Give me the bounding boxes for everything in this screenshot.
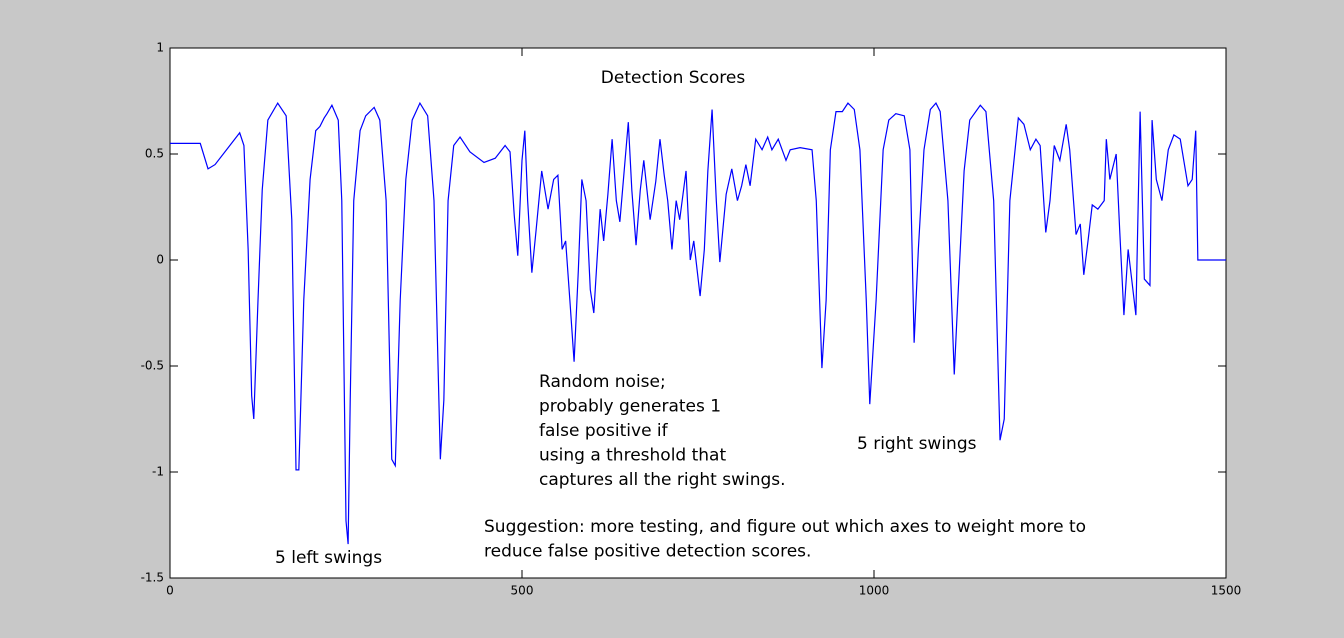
y-tick-label: 1 xyxy=(156,41,164,55)
annotation: using a threshold that xyxy=(539,446,726,466)
plot-area xyxy=(169,47,1227,579)
y-tick-label: -0.5 xyxy=(141,359,164,373)
annotation: captures all the right swings. xyxy=(539,470,786,490)
x-tick-label: 500 xyxy=(511,584,534,598)
chart-title: Detection Scores xyxy=(601,68,746,88)
annotation: reduce false positive detection scores. xyxy=(484,542,811,562)
data-line xyxy=(170,101,1226,545)
y-tick-label: -1.5 xyxy=(141,571,164,585)
annotation: Random noise; xyxy=(539,372,666,392)
y-tick-label: 0.5 xyxy=(145,147,164,161)
x-tick-label: 1500 xyxy=(1211,584,1242,598)
annotation: Suggestion: more testing, and figure out… xyxy=(484,517,1086,537)
x-tick-label: 0 xyxy=(166,584,174,598)
annotation: 5 right swings xyxy=(857,434,977,454)
y-tick-label: -1 xyxy=(152,465,164,479)
annotation: 5 left swings xyxy=(275,548,382,568)
annotation: probably generates 1 xyxy=(539,397,721,417)
y-tick-label: 0 xyxy=(156,253,164,267)
annotation: false positive if xyxy=(539,421,669,441)
x-tick-label: 1000 xyxy=(859,584,890,598)
